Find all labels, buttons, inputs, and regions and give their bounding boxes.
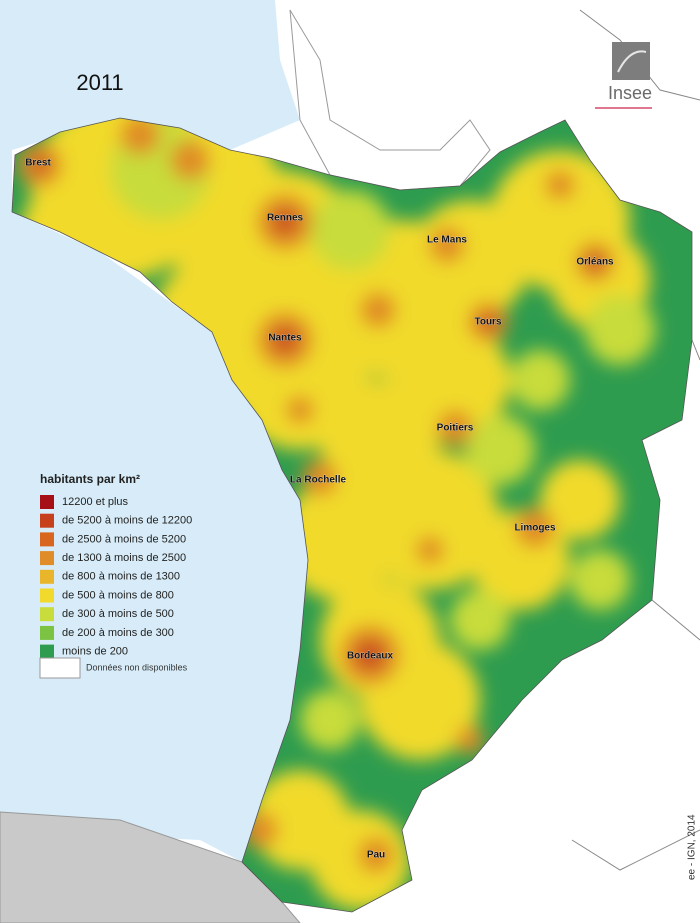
legend-swatch-empty <box>39 657 81 679</box>
blob-orange <box>515 508 555 548</box>
legend-label: de 500 à moins de 800 <box>62 589 174 601</box>
blob-orange <box>120 118 160 155</box>
city-label: Tours <box>474 317 501 328</box>
legend-label: moins de 200 <box>62 646 128 658</box>
city-label: Rennes <box>267 213 304 224</box>
blob-red <box>273 210 297 234</box>
legend: 12200 et plus de 5200 à moins de 12200 de … <box>39 495 192 679</box>
legend-swatch <box>40 588 54 603</box>
city-label: Poitiers <box>437 423 474 434</box>
legend-label: de 300 à moins de 500 <box>62 608 174 620</box>
normandy <box>289 9 491 191</box>
blob-lime <box>510 350 570 410</box>
legend-title: habitants par km² <box>40 472 140 486</box>
legend-label: Données non disponibles <box>86 662 188 672</box>
city-label: Limoges <box>514 523 556 534</box>
blob-lime <box>585 295 655 365</box>
city-label: Nantes <box>268 333 302 344</box>
blob-orange <box>302 460 338 496</box>
blob-lime <box>465 415 535 485</box>
city-labels: Brest Rennes Le Mans Orléans Nantes Tours Poit… <box>25 157 614 861</box>
blob-red <box>273 328 297 352</box>
blob-orange <box>358 837 394 873</box>
blob-orange <box>545 170 575 200</box>
source: ee - IGN, 2014 <box>687 814 698 880</box>
legend-label: de 800 à moins de 1300 <box>62 571 180 583</box>
blob-orange <box>416 536 444 564</box>
legend-swatch <box>40 551 54 566</box>
legend-swatch <box>40 607 54 622</box>
legend-label: de 5200 à moins de 12200 <box>62 515 192 527</box>
blob-red <box>587 254 603 270</box>
blob-orange <box>429 227 465 263</box>
legend-swatch <box>40 513 54 528</box>
city-label: Orléans <box>576 257 614 268</box>
legend-label: de 2500 à moins de 5200 <box>62 533 186 545</box>
blob-yellow <box>360 450 500 590</box>
blob-orange <box>456 726 484 754</box>
blob-orange <box>360 292 396 328</box>
blob-orange <box>170 140 210 180</box>
city-label: La Rochelle <box>290 475 347 486</box>
blob-lime <box>310 190 390 270</box>
legend-swatch <box>40 495 54 509</box>
legend-swatch <box>40 625 54 640</box>
blob-orange <box>286 396 314 424</box>
city-label: Le Mans <box>427 235 467 246</box>
legend-swatch <box>40 569 54 584</box>
legend-swatch <box>40 532 54 547</box>
blob-orange <box>437 410 473 446</box>
density-surface <box>12 118 692 912</box>
city-label: Pau <box>367 850 385 861</box>
blob-lime <box>300 690 360 750</box>
legend-label: de 1300 à moins de 2500 <box>62 552 186 564</box>
blob-red <box>356 641 384 669</box>
logo-text: Insee <box>608 83 652 103</box>
logo-swoosh <box>617 50 647 73</box>
blob-lime <box>570 550 630 610</box>
logo-mark <box>612 42 650 80</box>
map-year: 2011 <box>76 70 123 95</box>
legend-label: 12200 et plus <box>62 496 129 508</box>
blob-yellow <box>540 460 620 540</box>
sea <box>0 0 308 862</box>
legend-swatch <box>40 644 54 659</box>
city-label: Bordeaux <box>347 651 394 662</box>
legend-label: de 200 à moins de 300 <box>62 627 174 639</box>
city-label: Brest <box>25 158 51 169</box>
blob-lime <box>450 590 510 650</box>
blob-red <box>480 314 496 330</box>
blob-red <box>32 157 48 173</box>
density-blobs <box>18 118 655 910</box>
